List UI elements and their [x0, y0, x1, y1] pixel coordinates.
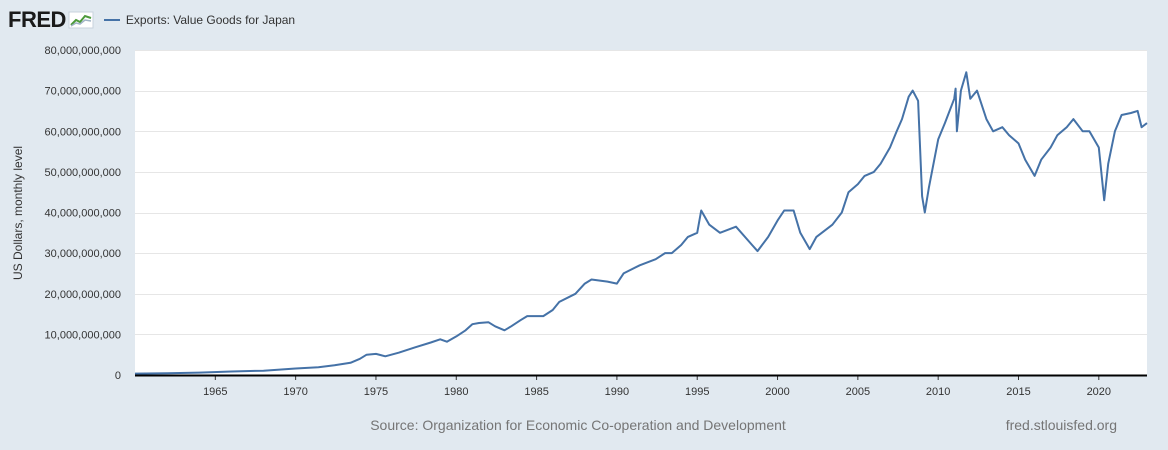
source-note: Source: Organization for Economic Co-ope…: [370, 417, 786, 433]
site-url[interactable]: fred.stlouisfed.org: [1006, 417, 1117, 433]
series-line: [134, 71, 1148, 375]
chart-header: FRED Exports: Value Goods for Japan: [8, 6, 295, 34]
x-tick-label: 2015: [1006, 386, 1030, 398]
x-tick-label: 1995: [685, 386, 709, 398]
y-tick-label: 70,000,000,000: [45, 86, 121, 98]
y-tick-label: 80,000,000,000: [45, 45, 121, 57]
x-tick-label: 1965: [203, 386, 227, 398]
chart-legend: Exports: Value Goods for Japan: [103, 13, 296, 27]
x-tick-label: 1970: [283, 386, 307, 398]
x-tick-label: 1975: [364, 386, 388, 398]
x-tick-label: 2000: [765, 386, 789, 398]
y-tick-label: 50,000,000,000: [45, 167, 121, 179]
x-tick-label: 1990: [605, 386, 629, 398]
y-tick-label: 10,000,000,000: [45, 329, 121, 341]
fred-logo[interactable]: FRED: [8, 7, 94, 33]
gridlines: [135, 50, 1147, 335]
y-tick-label: 60,000,000,000: [45, 126, 121, 138]
x-tick-label: 2020: [1087, 386, 1111, 398]
fred-logo-text: FRED: [8, 7, 66, 32]
y-axis-tick-labels: 0 10,000,000,000 20,000,000,000 30,000,000,…: [45, 45, 121, 382]
y-tick-label: 20,000,000,000: [45, 289, 121, 301]
x-tick-label: 2010: [926, 386, 950, 398]
x-tick-label: 1985: [524, 386, 548, 398]
legend-label: Exports: Value Goods for Japan: [125, 13, 296, 27]
y-tick-label: 30,000,000,000: [45, 248, 121, 260]
x-tick-label: 1980: [444, 386, 468, 398]
x-tick-label: 2005: [846, 386, 870, 398]
line-graph-icon: [68, 11, 94, 29]
x-axis-tick-labels: 1965 1970 1975 1980 1985 1990 1995 2000 2005 2010…: [203, 375, 1111, 398]
y-axis-title: US Dollars, monthly level: [11, 146, 25, 280]
y-tick-label: 40,000,000,000: [45, 208, 121, 220]
y-tick-label: 0: [115, 370, 121, 382]
legend-swatch: [103, 19, 120, 21]
